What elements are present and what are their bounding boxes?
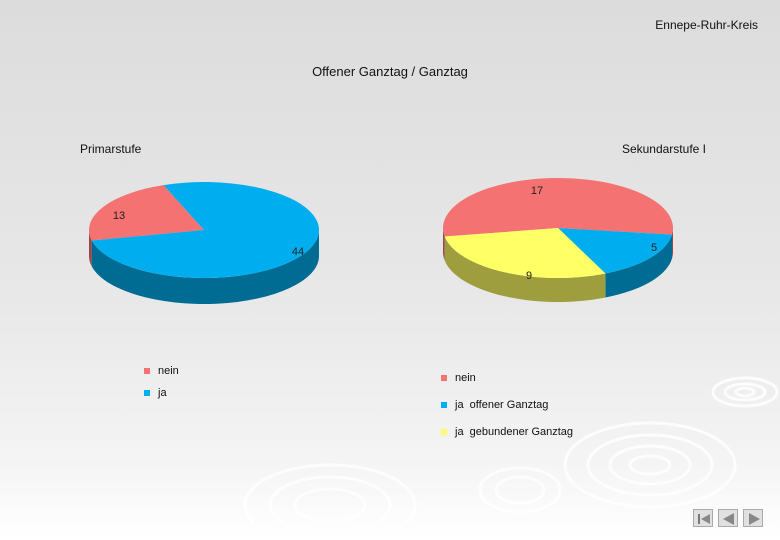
first-slide-icon: [698, 514, 710, 524]
data-label-1: 44: [292, 246, 304, 258]
next-slide-button[interactable]: [743, 509, 763, 527]
legend-item-nein: nein: [144, 360, 179, 382]
pie-side-1: [91, 230, 319, 304]
legend-swatch: [441, 428, 447, 435]
first-slide-button[interactable]: [693, 509, 713, 527]
pie-side-0: [671, 228, 673, 259]
pie-side-0: [89, 230, 92, 267]
pie-slice-0: [443, 178, 673, 237]
legend-label: ja gebundener Ganztag: [455, 425, 574, 438]
data-label-1: 5: [651, 242, 657, 254]
pie-slice-0: [89, 185, 204, 241]
legend-sekundarstufe: nein ja offener Ganztag ja gebundener Ga…: [441, 364, 573, 445]
next-slide-icon: [749, 513, 760, 525]
pie-side-2: [444, 236, 606, 302]
legend-label: ja: [158, 387, 167, 399]
pie-slice-1: [91, 182, 320, 278]
legend-item-nein: nein: [441, 364, 573, 391]
legend-swatch: [144, 390, 150, 396]
pie-slice-1: [558, 228, 672, 274]
chart-title-sekundarstufe: Sekundarstufe I: [621, 142, 706, 156]
legend-item-offener-ganztag: ja offener Ganztag: [441, 391, 573, 418]
legend-label: nein: [158, 365, 179, 377]
legend-swatch: [441, 374, 447, 381]
previous-slide-button[interactable]: [718, 509, 738, 527]
pie-side-0: [443, 228, 445, 261]
legend-item-ja: ja: [144, 382, 179, 404]
legend-item-gebundener-ganztag: ja gebundener Ganztag: [441, 418, 573, 445]
organization-name: Ennepe-Ruhr-Kreis: [655, 18, 758, 32]
data-label-0: 13: [113, 210, 125, 222]
legend-swatch: [441, 401, 447, 408]
data-label-2: 9: [526, 270, 532, 282]
legend-primarstufe: nein ja: [144, 360, 179, 404]
pie-side-1: [605, 234, 672, 298]
legend-swatch: [144, 368, 150, 374]
chart-title-primarstufe: Primarstufe: [80, 142, 142, 156]
previous-slide-icon: [723, 513, 734, 525]
pie-slice-2: [444, 228, 606, 278]
legend-label: nein: [455, 371, 476, 384]
legend-label: ja offener Ganztag: [455, 398, 549, 411]
slide-title: Offener Ganztag / Ganztag: [312, 64, 468, 79]
data-label-0: 17: [531, 185, 543, 197]
